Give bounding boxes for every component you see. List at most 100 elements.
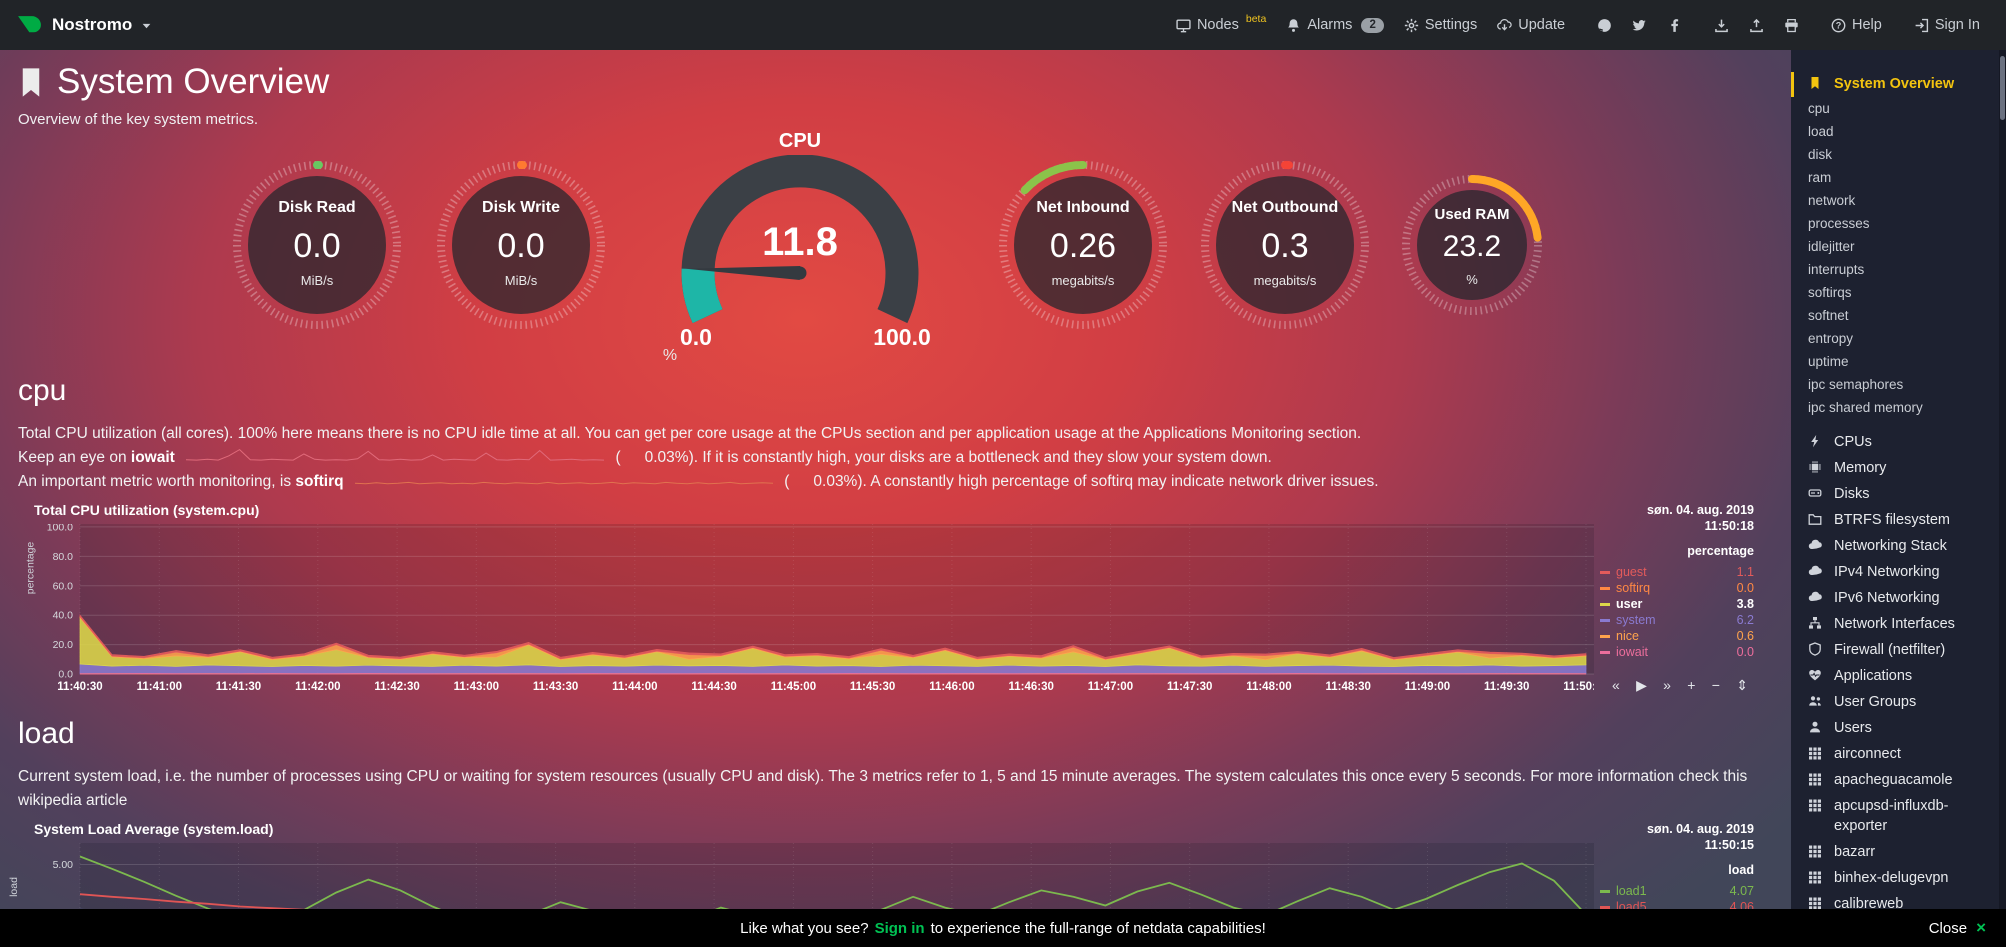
sitemap-icon xyxy=(1808,616,1825,630)
sidebar-item-cpu[interactable]: cpu xyxy=(1791,97,2006,120)
cpu-description: Total CPU utilization (all cores). 100% … xyxy=(18,422,1773,494)
svg-text:11.8: 11.8 xyxy=(762,220,838,264)
legend-value: 1.1 xyxy=(1736,565,1754,580)
users-icon xyxy=(1808,694,1825,708)
sidebar-item-network[interactable]: network xyxy=(1791,189,2006,212)
sidebar-item-uptime[interactable]: uptime xyxy=(1791,350,2006,373)
chart-time: 11:50:15 xyxy=(1704,838,1754,853)
sidebar-item-idlejitter[interactable]: idlejitter xyxy=(1791,235,2006,258)
sidebar-item-firewall-netfilter[interactable]: Firewall (netfilter) xyxy=(1791,637,2006,663)
cpu-chart-canvas[interactable]: 11:40:30 11:41:00 11:41:30 11:42:00 11:42:30… xyxy=(34,522,1609,701)
sidebar-item-entropy[interactable]: entropy xyxy=(1791,327,2006,350)
sidebar-item-ipc-shared-memory[interactable]: ipc shared memory xyxy=(1791,396,2006,419)
nav-signin[interactable]: Sign In xyxy=(1904,17,1990,33)
nav-facebook[interactable] xyxy=(1657,18,1692,33)
sidebar-item-interrupts[interactable]: interrupts xyxy=(1791,258,2006,281)
svg-text:11:43:30: 11:43:30 xyxy=(533,681,578,693)
sidebar-item-calibreweb[interactable]: calibreweb xyxy=(1791,891,2006,917)
legend-nice[interactable]: nice 0.6 xyxy=(1600,628,1754,644)
signin-link[interactable]: Sign in xyxy=(874,919,925,937)
sidebar-item-apacheguacamole[interactable]: apacheguacamole xyxy=(1791,767,2006,793)
legend-softirq[interactable]: softirq 0.0 xyxy=(1600,580,1754,596)
sidebar-item-processes[interactable]: processes xyxy=(1791,212,2006,235)
toolbox-resize-icon[interactable]: ⇕ xyxy=(1736,677,1748,694)
sidebar-item-users[interactable]: Users xyxy=(1791,715,2006,741)
sidebar-item-label: Memory xyxy=(1834,460,1887,476)
legend-guest[interactable]: guest 1.1 xyxy=(1600,564,1754,580)
node-selector[interactable]: Nostromo xyxy=(16,12,152,39)
sidebar-item-cpus[interactable]: CPUs xyxy=(1791,429,2006,455)
toolbox-play-icon[interactable]: ▶ xyxy=(1636,677,1647,694)
legend-marker xyxy=(1600,602,1610,606)
toolbox-pan-forward-icon[interactable]: » xyxy=(1663,677,1671,694)
svg-text:11:47:30: 11:47:30 xyxy=(1167,681,1212,693)
sidebar-item-applications[interactable]: Applications xyxy=(1791,663,2006,689)
sidebar-item-label: IPv4 Networking xyxy=(1834,564,1940,580)
sidebar-item-airconnect[interactable]: airconnect xyxy=(1791,741,2006,767)
svg-text:20.0: 20.0 xyxy=(53,639,74,651)
sidebar-item-networking-stack[interactable]: Networking Stack xyxy=(1791,533,2006,559)
legend-user[interactable]: user 3.8 xyxy=(1600,596,1754,612)
gauge-net-outbound[interactable]: Net Outbound 0.3 megabits/s xyxy=(1196,156,1374,334)
nav-export[interactable] xyxy=(1739,18,1774,33)
sidebar-item-disk[interactable]: disk xyxy=(1791,143,2006,166)
toolbox-zoom-in-icon[interactable]: + xyxy=(1687,677,1696,694)
nav-print[interactable] xyxy=(1774,18,1809,33)
sidebar-item-label: uptime xyxy=(1808,354,1849,369)
nav-update[interactable]: Update xyxy=(1487,17,1575,33)
sidebar-item-apcupsd-influxdb-exporter[interactable]: apcupsd-influxdb-exporter xyxy=(1791,793,2006,839)
cpu-chart[interactable]: percentage Total CPU utilization (system… xyxy=(18,502,1773,701)
sidebar-item-softirqs[interactable]: softirqs xyxy=(1791,281,2006,304)
cloud-download-icon xyxy=(1497,18,1512,33)
gauge-disk-write[interactable]: Disk Write 0.0 MiB/s xyxy=(432,156,610,334)
sidebar-item-network-interfaces[interactable]: Network Interfaces xyxy=(1791,611,2006,637)
iowait-sparkline[interactable] xyxy=(185,446,605,470)
softirq-sparkline[interactable] xyxy=(354,470,774,494)
sidebar-item-binhex-delugevpn[interactable]: binhex-delugevpn xyxy=(1791,865,2006,891)
nav-nodes[interactable]: Nodes beta xyxy=(1166,13,1276,33)
nav-help[interactable]: ? Help xyxy=(1821,17,1892,33)
sidebar-item-load[interactable]: load xyxy=(1791,120,2006,143)
sidebar-item-softnet[interactable]: softnet xyxy=(1791,304,2006,327)
sidebar-item-ipv6-networking[interactable]: IPv6 Networking xyxy=(1791,585,2006,611)
gauge-used-ram[interactable]: Used RAM 23.2% xyxy=(1397,170,1547,320)
iowait-value: 0.03% xyxy=(644,449,689,467)
nav-twitter[interactable] xyxy=(1622,18,1657,33)
svg-text:11:46:00: 11:46:00 xyxy=(929,681,974,693)
alarms-count-badge: 2 xyxy=(1361,17,1384,33)
gauge-cpu[interactable]: CPU 11.8 0.0 100.0% xyxy=(650,130,950,366)
sidebar-item-system-overview[interactable]: System Overview xyxy=(1791,72,2006,97)
cloud-icon xyxy=(1808,590,1825,604)
grid-icon xyxy=(1808,772,1825,786)
page-scrollbar[interactable] xyxy=(1999,50,2006,947)
sidebar-item-user-groups[interactable]: User Groups xyxy=(1791,689,2006,715)
legend-system[interactable]: system 6.2 xyxy=(1600,612,1754,628)
sidebar-item-label: network xyxy=(1808,193,1856,208)
scrollbar-thumb[interactable] xyxy=(2000,56,2005,120)
grid-icon xyxy=(1808,844,1825,858)
nav-alarms[interactable]: Alarms 2 xyxy=(1276,17,1394,33)
sidebar-item-btrfs-filesystem[interactable]: BTRFS filesystem xyxy=(1791,507,2006,533)
nav-github[interactable] xyxy=(1587,18,1622,33)
sidebar-item-ipc-semaphores[interactable]: ipc semaphores xyxy=(1791,373,2006,396)
sidebar-item-memory[interactable]: Memory xyxy=(1791,455,2006,481)
banner-close-button[interactable]: Close × xyxy=(1929,918,1986,938)
toolbox-zoom-out-icon[interactable]: − xyxy=(1711,677,1720,694)
cpu-chart-plot-col: Total CPU utilization (system.cpu) 11:40… xyxy=(34,502,1609,701)
sidebar-item-label: ram xyxy=(1808,170,1832,185)
gauge-net-inbound[interactable]: Net Inbound 0.26 megabits/s xyxy=(994,156,1172,334)
sidebar-item-ipv4-networking[interactable]: IPv4 Networking xyxy=(1791,559,2006,585)
svg-text:60.0: 60.0 xyxy=(53,580,74,592)
sidebar-item-disks[interactable]: Disks xyxy=(1791,481,2006,507)
caret-down-icon xyxy=(141,20,152,31)
legend-marker xyxy=(1600,634,1610,638)
sidebar-item-bazarr[interactable]: bazarr xyxy=(1791,839,2006,865)
gauge-disk-read[interactable]: Disk Read 0.0 MiB/s xyxy=(228,156,406,334)
nav-import[interactable] xyxy=(1704,18,1739,33)
sidebar-item-label: idlejitter xyxy=(1808,239,1855,254)
legend-iowait[interactable]: iowait 0.0 xyxy=(1600,644,1754,660)
sidebar-item-ram[interactable]: ram xyxy=(1791,166,2006,189)
nav-settings[interactable]: Settings xyxy=(1394,17,1487,33)
legend-load1[interactable]: load1 4.07 xyxy=(1600,883,1754,899)
toolbox-pan-backward-icon[interactable]: « xyxy=(1612,677,1620,694)
